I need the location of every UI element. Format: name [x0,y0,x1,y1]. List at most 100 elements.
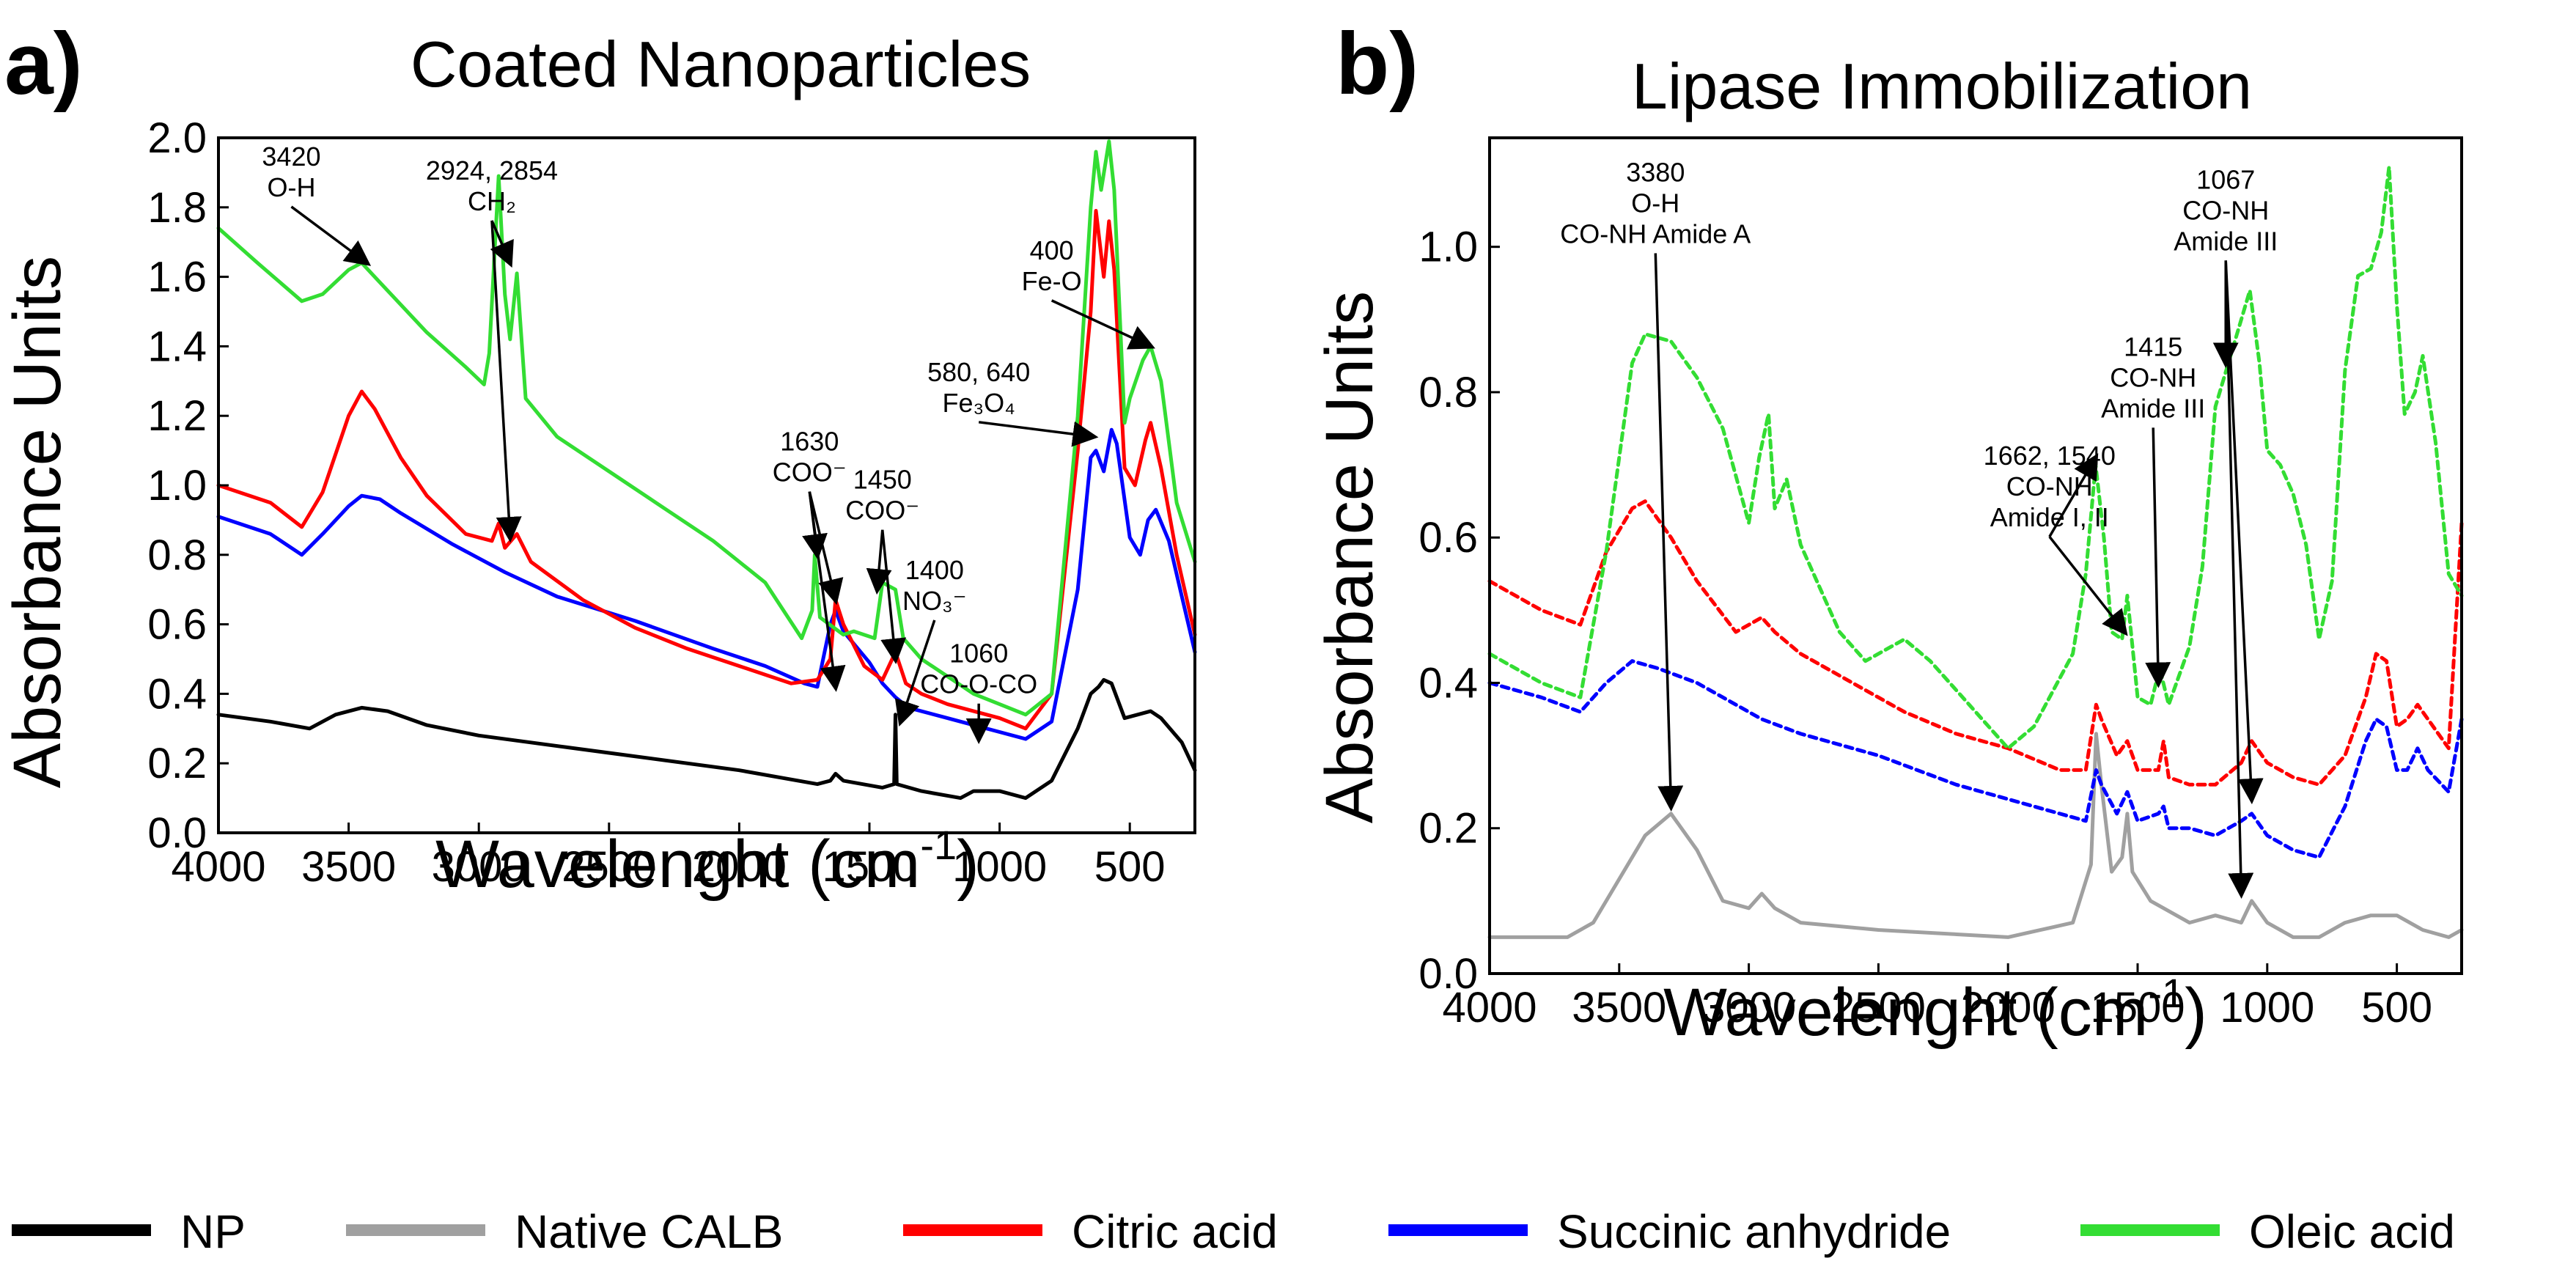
panel-b-xtick-label: 1500 [2090,984,2185,1031]
panel-a-plot-frame [217,136,1196,834]
annotation-line: 3420 [262,141,320,172]
annotation-line: Amide III [2101,393,2205,423]
annotation-line: CO-O-CO [920,669,1037,699]
annotation-line: COO⁻ [845,496,919,526]
panel-a-annotation-arrow [1050,299,1155,350]
annotation-line: 3380 [1626,157,1685,187]
panel-b-chart: b) Lipase Immobilization Absorbance Unit… [1312,15,2464,1050]
panel-b-plot-frame [1488,136,2463,975]
annotation-line: 400 [1030,235,1074,265]
panel-b-xtick-label: 3000 [1701,984,1796,1031]
annotation-line: 1415 [2124,331,2182,361]
panel-a-annotation-1060: 1060 CO-O-CO [920,639,1037,699]
annotation-line: Fe-O [1022,266,1082,296]
panel-a-ytick-label: 1.2 [147,392,207,440]
panel-b-xlabel-main: Wavelenght (cm [1663,975,2148,1050]
annotation-line: 1060 [949,639,1008,669]
panel-a-xtick-label: 2500 [562,843,656,891]
panel-a-xtick-label: 1500 [822,843,916,891]
panel-b-annotation-arrow [2224,260,2254,899]
panel-b-series-succinic-anhydride [1487,659,2464,859]
panel-a-xtick-label: 2000 [692,843,787,891]
panel-a-ytick-label: 0.2 [147,740,207,787]
panel-b-label: b) [1336,15,1418,113]
panel-b-ytick-label: 0.0 [1418,950,1478,998]
panel-a-annotation-arrow [808,491,846,692]
annotation-line: CH₂ [468,186,516,216]
annotation-line: 1662, 1540 [1984,441,2116,471]
panel-a-ytick-label: 1.6 [147,254,207,301]
legend-label-np: NP [180,1205,246,1258]
legend-label-oleic-acid: Oleic acid [2249,1205,2455,1258]
panel-a-annotation-1450: 1450 COO⁻ [845,465,919,526]
panel-a-yticks: 0.0 0.2 0.4 0.6 0.8 1.0 1.2 1.4 1.6 1.8 2.0 [147,114,229,857]
annotation-line: CO-NH [2110,362,2196,392]
annotation-line: 1400 [905,555,964,585]
annotation-line: 580, 640 [927,357,1030,387]
panel-a-series-succinic-anhydride [216,427,1197,741]
legend-label-native-calb: Native CALB [515,1205,783,1258]
panel-a-xticks: 4000 3500 3000 2500 2000 1500 1000 500 [171,823,1166,891]
panel-b-xtick-label: 500 [2361,984,2432,1031]
panel-b-xlabel-end: ) [2185,975,2207,1050]
panel-a-series [216,139,1197,801]
annotation-line: NO₃⁻ [902,586,967,616]
annotation-line: 2924, 2854 [426,155,558,185]
panel-a-annotation-arrow [808,491,844,606]
panel-b-annotation-1067: 1067 CO-NH Amide III [2174,164,2278,256]
panel-b-series-native-calb [1487,732,2464,939]
panel-a-ytick-label: 2.0 [147,114,207,162]
panel-b-xlabel: Wavelenght (cm-1) [1663,970,2207,1050]
annotation-line: COO⁻ [773,457,847,488]
panel-a-annotation-3420: 3420 O-H [262,141,320,202]
panel-b-xtick-label: 3500 [1572,984,1666,1031]
panel-b-ytick-label: 0.6 [1418,514,1478,562]
panel-a-ytick-label: 0.6 [147,601,207,649]
panel-a-xlabel-main: Wavelenght (cm [435,827,920,902]
panel-b-annotation-arrow [2145,427,2171,688]
panel-a-xtick-label: 500 [1094,843,1166,891]
panel-b-annotation-arrow [2048,536,2128,636]
panel-b-xtick-label: 1000 [2220,984,2314,1031]
panel-a-ytick-label: 1.4 [147,323,207,370]
annotation-line: O-H [267,172,315,202]
annotation-line: 1067 [2196,164,2255,194]
panel-a-annotation-arrow [866,529,892,595]
panel-b-ytick-label: 0.8 [1418,369,1478,416]
panel-b-annotation-arrow [1654,253,1684,812]
panel-a-ytick-label: 0.0 [147,809,207,857]
panel-b-title: Lipase Immobilization [1632,50,2252,122]
panel-b-series-citric-acid [1487,499,2464,787]
panel-a-annotation-400: 400 Fe-O [1022,235,1082,296]
panel-b-xlabel-sup: -1 [2148,970,2185,1016]
annotation-line: CO-NH Amide A [1560,218,1751,249]
panel-a-label: a) [4,15,83,113]
panel-a-xlabel-sup: -1 [920,822,957,868]
panel-b-xtick-label: 2500 [1831,984,1926,1031]
panel-a-xtick-label: 1000 [952,843,1047,891]
panel-a-annotation-arrow [880,529,907,664]
panel-a-series-oleic-acid [216,139,1197,717]
annotation-line: Fe₃O₄ [942,388,1015,418]
legend: NP Native CALB Citric acid Succinic anhydri… [12,1205,2455,1258]
panel-b-xtick-label: 2000 [1961,984,2056,1031]
annotation-line: Amide III [2174,226,2278,256]
panel-a-annotation-1400: 1400 NO₃⁻ [902,555,967,616]
panel-b-annotation-arrow [2224,260,2264,805]
panel-a-annotation-arrow [490,220,522,543]
panel-b-ylabel: Absorbance Units [1312,291,1387,823]
panel-b-ytick-label: 1.0 [1418,224,1478,271]
legend-label-succinic-anhydride: Succinic anhydride [1557,1205,1951,1258]
panel-b-series [1487,165,2464,939]
annotation-line: Amide I, II [1990,502,2109,532]
panel-a-xtick-label: 4000 [171,843,265,891]
panel-a-annotation-1630: 1630 COO⁻ [773,427,847,488]
panel-b-xticks: 4000 3500 3000 2500 2000 1500 1000 500 [1442,963,2432,1031]
panel-a-annotation-arrow [978,421,1099,447]
panel-a-ytick-label: 0.8 [147,532,207,579]
panel-a-annotation-arrow [290,205,372,266]
panel-b-ytick-label: 0.4 [1418,659,1478,707]
panel-a-xlabel-end: ) [957,827,979,902]
